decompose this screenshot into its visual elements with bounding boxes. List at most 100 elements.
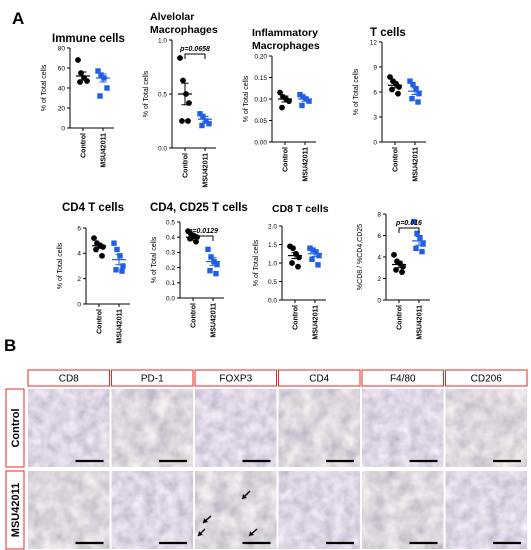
point-msu42011 xyxy=(119,268,125,274)
point-msu42011 xyxy=(306,98,312,104)
x-tick-label: Control xyxy=(293,305,300,330)
point-msu42011 xyxy=(197,111,203,117)
point-msu42011 xyxy=(417,234,423,241)
micrograph-image xyxy=(362,471,444,549)
point-msu42011 xyxy=(411,218,417,225)
y-tick-label: 8 xyxy=(377,211,381,218)
point-control xyxy=(177,55,183,61)
point-msu42011 xyxy=(203,118,209,124)
y-tick-label: 0 xyxy=(61,125,65,132)
panel-label-b: B xyxy=(4,336,16,355)
stain-header-box xyxy=(278,369,361,387)
significance-bracket xyxy=(184,53,206,59)
point-msu42011 xyxy=(419,248,425,255)
arrowhead xyxy=(198,531,203,536)
stain-header: F4/80 xyxy=(390,374,416,385)
micrograph-image xyxy=(28,471,110,549)
y-tick-label: 1.0 xyxy=(158,37,167,44)
y-tick-label: 60 xyxy=(58,65,66,72)
x-tick-label: Control xyxy=(283,147,290,172)
micrograph-image xyxy=(111,471,193,549)
significance-bracket xyxy=(192,235,214,241)
point-msu42011 xyxy=(413,245,419,252)
y-axis-label: % of Total cells xyxy=(151,236,158,283)
arrowhead xyxy=(249,531,254,536)
chart-title-line2: Macrophages xyxy=(252,40,320,52)
micrograph-image xyxy=(28,389,110,467)
stain-header-box xyxy=(445,369,528,387)
y-tick-label: 4 xyxy=(77,251,81,258)
micrograph-image xyxy=(445,471,527,549)
p-value: p=0.0129 xyxy=(187,228,218,235)
stain-header: PD-1 xyxy=(141,374,164,385)
point-msu42011 xyxy=(97,93,103,99)
stain-header-box xyxy=(27,369,110,387)
x-tick-label: Control xyxy=(81,133,88,158)
point-msu42011 xyxy=(113,267,119,273)
y-tick-label: 9 xyxy=(373,64,377,71)
point-msu42011 xyxy=(416,90,422,97)
point-control xyxy=(179,118,185,124)
point-msu42011 xyxy=(117,253,123,259)
y-tick-label: 2.0 xyxy=(268,223,277,230)
point-msu42011 xyxy=(98,72,104,78)
point-control xyxy=(289,260,295,266)
y-tick-label: 6 xyxy=(377,233,381,240)
row-label: MSU42011 xyxy=(10,483,22,537)
p-value: p=0.016 xyxy=(395,220,422,227)
y-tick-label: 12 xyxy=(370,39,378,46)
y-tick-label: 2 xyxy=(377,276,381,283)
point-control xyxy=(100,244,106,250)
y-axis-label: % of Total cells xyxy=(143,70,150,117)
micrograph-image xyxy=(195,471,277,549)
x-tick-label: MSU42011 xyxy=(203,153,210,188)
y-tick-label: 0.3 xyxy=(166,250,175,257)
point-control xyxy=(91,235,97,242)
y-tick-label: 20 xyxy=(58,105,66,112)
point-msu42011 xyxy=(407,78,413,84)
point-control xyxy=(99,252,105,259)
micrograph-image xyxy=(278,389,360,467)
point-msu42011 xyxy=(307,245,313,251)
micrograph-image xyxy=(445,389,527,467)
y-tick-label: 0.05 xyxy=(254,118,267,125)
chart-title: T cells xyxy=(370,27,406,39)
chart-title: Immune cells xyxy=(52,33,125,45)
y-tick-label: 0.5 xyxy=(268,279,277,286)
point-msu42011 xyxy=(415,99,421,105)
point-msu42011 xyxy=(214,261,220,268)
x-tick-label: MSU42011 xyxy=(211,303,218,338)
point-control xyxy=(387,74,393,80)
y-axis-label: % of Total cells xyxy=(253,239,260,286)
y-tick-label: 6 xyxy=(77,225,81,232)
y-axis-label: % of Total cells xyxy=(57,242,64,289)
y-tick-label: 0.15 xyxy=(254,75,267,82)
panel-label-a: A xyxy=(12,9,24,28)
point-msu42011 xyxy=(309,256,315,262)
point-msu42011 xyxy=(104,85,110,91)
point-msu42011 xyxy=(120,263,126,269)
significance-bracket xyxy=(398,227,420,233)
chart-title: Inflammatory xyxy=(252,27,318,39)
point-control xyxy=(290,245,296,252)
y-tick-label: 0.20 xyxy=(254,53,267,60)
stain-header-box xyxy=(361,369,444,387)
point-control xyxy=(395,90,401,97)
x-tick-label: Control xyxy=(397,305,404,330)
x-tick-label: MSU42011 xyxy=(413,147,420,182)
y-axis-label: % of Total cells xyxy=(243,75,250,122)
point-msu42011 xyxy=(299,102,305,109)
point-msu42011 xyxy=(316,252,322,259)
chart-7: CD8 T cells 0.0 0.5 1.0 1.5 2.0 % of Total cel… xyxy=(253,203,329,340)
point-msu42011 xyxy=(208,254,214,260)
stain-header: CD4 xyxy=(309,374,329,385)
y-tick-label: 0 xyxy=(377,297,381,304)
chart-6: CD4, CD25 T cells 0.0 0.1 0.2 0.3 0.4 0.5 % of … xyxy=(150,202,248,338)
micrograph-image xyxy=(278,471,360,549)
point-control xyxy=(393,267,399,273)
y-tick-label: 2 xyxy=(77,276,81,283)
y-tick-label: 0.0 xyxy=(158,145,167,152)
